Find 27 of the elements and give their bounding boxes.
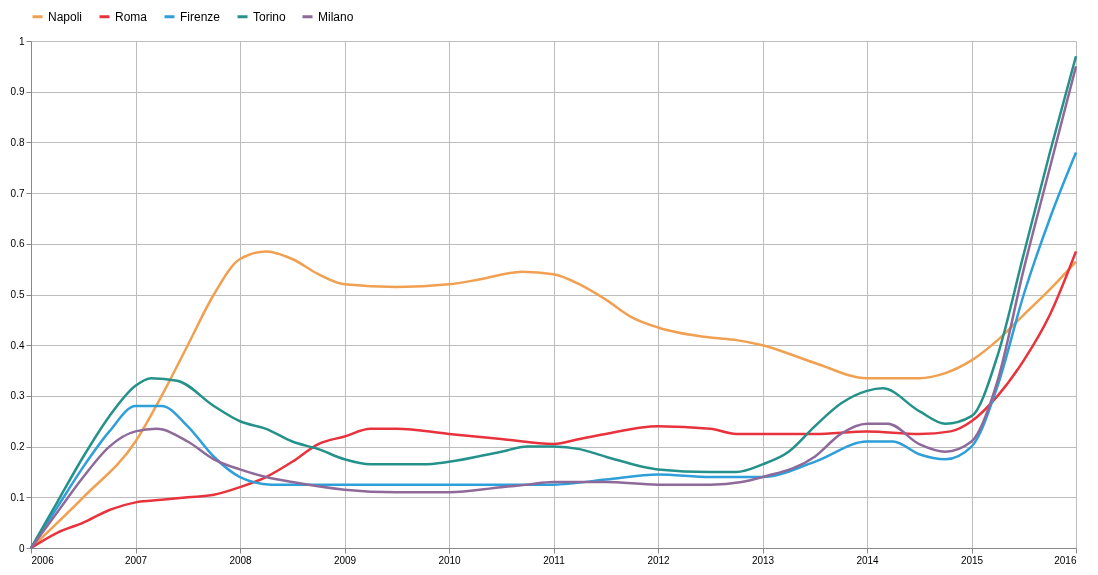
- legend-label: Milano: [318, 9, 354, 24]
- y-tick-label: 0.4: [10, 339, 25, 351]
- x-tick-label: 2012: [647, 554, 671, 566]
- x-tick-label: 2016: [1054, 554, 1077, 566]
- x-tick-label: 2008: [229, 554, 253, 566]
- y-tick-label: 0.7: [10, 187, 25, 199]
- x-tick-label: 2013: [751, 554, 775, 566]
- y-tick-label: 1: [18, 35, 25, 47]
- y-tick-label: 0.6: [10, 238, 25, 250]
- y-tick-label: 0.9: [10, 86, 25, 98]
- legend-label: Firenze: [180, 9, 221, 24]
- x-tick-label: 2014: [856, 554, 880, 566]
- x-tick-label: 2015: [960, 554, 984, 566]
- x-tick-label: 2006: [31, 554, 55, 566]
- x-tick-label: 2011: [543, 554, 566, 566]
- y-tick-label: 0: [18, 542, 25, 554]
- x-tick-label: 2007: [124, 554, 148, 566]
- y-tick-label: 0.2: [10, 441, 25, 453]
- y-tick-label: 0.3: [10, 390, 25, 402]
- legend-label: Torino: [253, 9, 287, 24]
- x-tick-label: 2009: [333, 554, 357, 566]
- legend-label: Napoli: [48, 9, 83, 24]
- y-tick-label: 0.1: [10, 491, 25, 503]
- y-tick-label: 0.8: [10, 136, 25, 148]
- x-tick-label: 2010: [438, 554, 462, 566]
- legend-label: Roma: [115, 9, 148, 24]
- y-tick-label: 0.5: [10, 289, 25, 300]
